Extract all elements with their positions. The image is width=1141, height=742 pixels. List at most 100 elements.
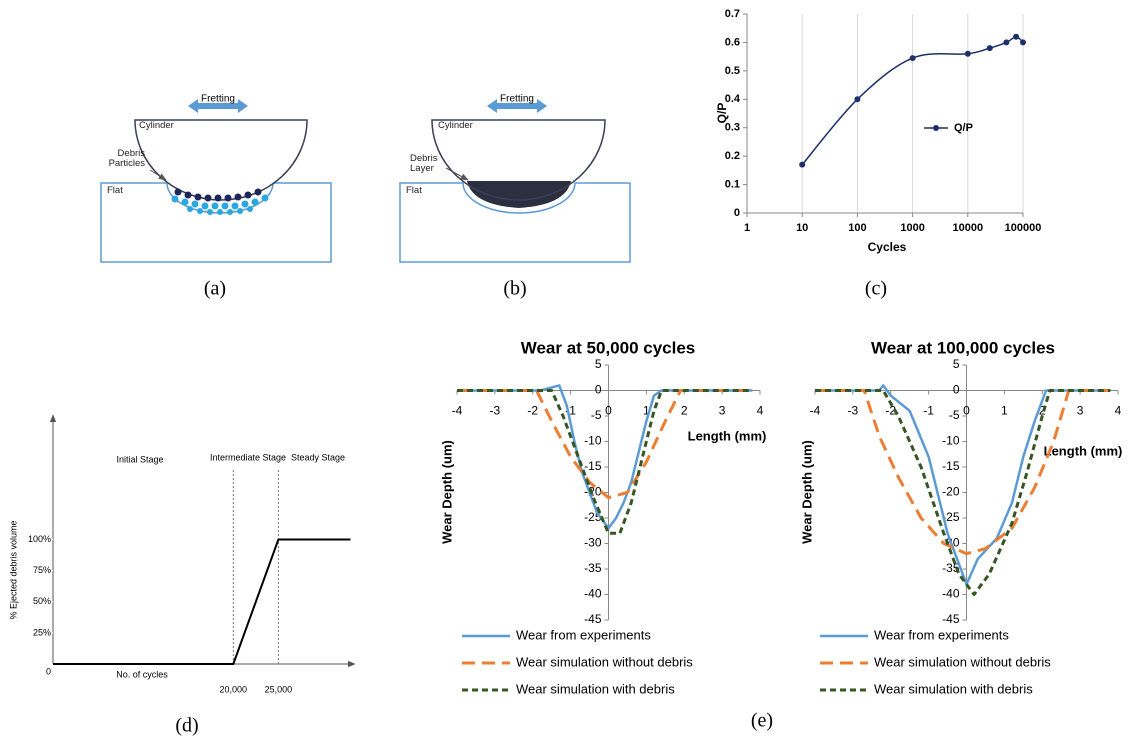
diagram-label: Flat: [406, 185, 422, 196]
x-tick-label: -1: [923, 404, 934, 418]
legend-label: Wear from experiments: [516, 627, 651, 642]
y-tick-label: -15: [942, 459, 960, 473]
caption: (b): [503, 278, 526, 300]
y-tick-label: 75%: [33, 565, 51, 575]
annotation: Intermediate Stage: [210, 452, 286, 462]
y-tick-label: -5: [591, 408, 602, 422]
y-tick-label: 5: [595, 357, 602, 371]
caption: (e): [751, 710, 773, 732]
x-tick-label: -2: [885, 404, 896, 418]
chart-title: Wear at 50,000 cycles: [521, 338, 696, 357]
arrow-label: Fretting: [500, 94, 534, 105]
data-point: [1003, 39, 1010, 46]
x-tick-label: -4: [810, 404, 821, 418]
y-tick-label: -35: [584, 561, 602, 575]
x-tick-label: 3: [719, 404, 726, 418]
y-axis-label: % Ejected debris volume: [8, 520, 18, 619]
x-tick-label: 4: [757, 404, 764, 418]
x-axis-label: Length (mm): [1044, 443, 1123, 458]
data-point: [799, 161, 806, 168]
data-point: [986, 45, 993, 52]
y-tick-label: -40: [942, 587, 960, 601]
legend-label: Q/P: [954, 122, 973, 134]
x-tick-label: 1: [643, 404, 650, 418]
y-tick-label: -5: [949, 408, 960, 422]
y-axis-label: Wear Depth (um): [799, 440, 814, 544]
y-tick-label: 100%: [28, 534, 51, 544]
y-tick-label: -30: [584, 536, 602, 550]
y-tick-label: 0.7: [725, 8, 740, 20]
x-tick-label: 10: [796, 222, 808, 234]
diagram-label: Debris Layer: [410, 153, 438, 174]
x-tick-label: 1: [1001, 404, 1008, 418]
x-tick-label: 20,000: [220, 684, 248, 694]
y-tick-label: -40: [584, 587, 602, 601]
annotation: Initial Stage: [116, 454, 163, 464]
x-axis-label: Length (mm): [688, 428, 767, 443]
x-tick-label: 25,000: [265, 684, 293, 694]
data-line: [815, 389, 1111, 556]
diagram-label: Flat: [107, 185, 123, 196]
y-tick-label: 0.2: [725, 150, 740, 162]
diagram-label: Debris Particles: [108, 148, 145, 169]
y-tick-label: -25: [942, 510, 960, 524]
x-axis-label: No. of cycles: [116, 669, 168, 679]
legend-label: Wear simulation with debris: [516, 681, 675, 696]
y-tick-label: 0.6: [725, 36, 740, 48]
x-tick-label: 4: [1115, 404, 1122, 418]
data-point: [854, 96, 861, 103]
data-point: [909, 55, 916, 62]
annotation: Steady Stage: [291, 452, 345, 462]
y-tick-label: 0: [595, 383, 602, 397]
arrow-label: Fretting: [201, 94, 235, 105]
y-tick-label: -20: [942, 485, 960, 499]
y-tick-label: -10: [942, 434, 960, 448]
legend-marker: [933, 125, 939, 131]
diagram-b: Fretting: [399, 94, 631, 263]
data-point: [1013, 33, 1020, 40]
x-tick-label: 100000: [1005, 222, 1042, 234]
chart-title: Wear at 100,000 cycles: [871, 338, 1055, 357]
diagram-a: Fretting: [100, 94, 332, 263]
x-tick-label: -3: [490, 404, 501, 418]
data-line: [53, 538, 351, 665]
y-tick-label: 5: [953, 357, 960, 371]
legend-label: Wear from experiments: [874, 627, 1009, 642]
x-tick-label: -3: [848, 404, 859, 418]
data-line: [457, 389, 753, 535]
x-axis-label: Cycles: [868, 240, 907, 254]
data-point: [1020, 39, 1026, 46]
x-tick-label: -2: [527, 404, 538, 418]
x-tick-label: 10000: [953, 222, 984, 234]
legend-label: Wear simulation without debris: [516, 654, 693, 669]
y-tick-label: 0: [46, 666, 51, 676]
data-point: [964, 50, 971, 57]
x-tick-label: -1: [565, 404, 576, 418]
legend-label: Wear simulation without debris: [874, 654, 1051, 669]
y-tick-label: 50%: [33, 596, 51, 606]
y-tick-label: -45: [942, 612, 960, 626]
caption: (d): [175, 715, 198, 737]
caption: (a): [204, 278, 226, 300]
x-tick-label: 1000: [900, 222, 924, 234]
diagram-label: Cylinder: [139, 120, 174, 131]
y-tick-label: -10: [584, 434, 602, 448]
x-tick-label: 2: [681, 404, 688, 418]
y-tick-label: 25%: [33, 627, 51, 637]
diagram-label: Cylinder: [438, 120, 473, 131]
y-tick-label: 0: [953, 383, 960, 397]
y-tick-label: -15: [584, 459, 602, 473]
y-tick-label: 0.4: [725, 93, 741, 105]
data-line: [815, 389, 1111, 596]
caption: (c): [865, 278, 887, 300]
x-tick-label: 1: [744, 222, 750, 234]
y-tick-label: 0.3: [725, 122, 740, 134]
x-tick-label: 0: [963, 404, 970, 418]
y-tick-label: -35: [942, 561, 960, 575]
y-tick-label: 0.1: [725, 178, 740, 190]
y-tick-label: 0.5: [725, 65, 740, 77]
data-line: [815, 384, 1107, 586]
x-tick-label: 0: [605, 404, 612, 418]
